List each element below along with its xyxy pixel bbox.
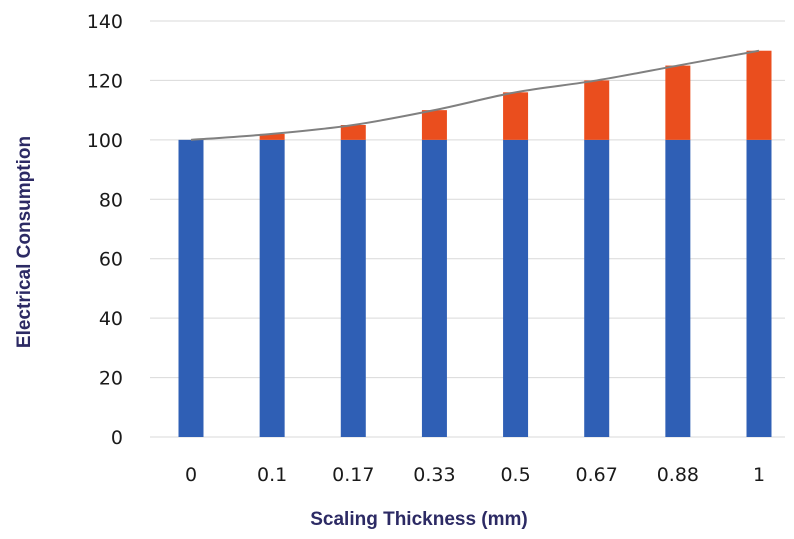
- x-tick-label: 0.67: [576, 464, 618, 486]
- x-tick-label: 0: [185, 464, 197, 486]
- x-axis-title: Scaling Thickness (mm): [310, 509, 528, 530]
- y-tick-label: 20: [99, 368, 123, 390]
- bars: [178, 50, 772, 437]
- y-tick-label: 100: [87, 130, 123, 152]
- y-tick-label: 60: [99, 249, 123, 271]
- y-tick-label: 120: [87, 70, 123, 92]
- bar-0.67-segment-1: [584, 139, 610, 437]
- y-axis-ticks: 0 20 40 60 80 100 120 140: [87, 11, 123, 449]
- bar-0.1-segment-2: [259, 133, 285, 140]
- x-tick-label: 0.17: [332, 464, 374, 486]
- y-tick-label: 140: [87, 11, 123, 33]
- bar-0.88-segment-1: [665, 139, 691, 437]
- x-tick-label: 1: [753, 464, 765, 486]
- bar-0.67-segment-2: [584, 80, 610, 140]
- total-line: [190, 49, 760, 141]
- bar-0.5-segment-1: [503, 139, 529, 437]
- y-tick-label: 40: [99, 308, 123, 330]
- bar-0.5-segment-2: [503, 92, 529, 140]
- bar-0.17-segment-2: [340, 125, 366, 140]
- bar-1-segment-2: [746, 50, 772, 140]
- bar-0.17-segment-1: [340, 139, 366, 437]
- x-tick-label: 0.33: [413, 464, 455, 486]
- y-tick-label: 80: [99, 189, 123, 211]
- total-consumption-line: [190, 49, 760, 141]
- bar-0.33-segment-1: [421, 139, 447, 437]
- gridlines: [150, 20, 785, 438]
- bar-1-segment-1: [746, 139, 772, 437]
- y-axis-title: Electrical Consumption: [14, 136, 35, 348]
- x-axis-ticks: 0 0.1 0.17 0.33 0.5 0.67 0.88 1: [185, 464, 765, 486]
- x-tick-label: 0.1: [257, 464, 287, 486]
- bar-0.88-segment-2: [665, 65, 691, 140]
- bar-0.33-segment-2: [421, 110, 447, 140]
- x-tick-label: 0.88: [657, 464, 699, 486]
- x-tick-label: 0.5: [500, 464, 530, 486]
- bar-0-segment-1: [178, 139, 204, 437]
- y-tick-label: 0: [111, 427, 123, 449]
- bar-0.1-segment-1: [259, 139, 285, 437]
